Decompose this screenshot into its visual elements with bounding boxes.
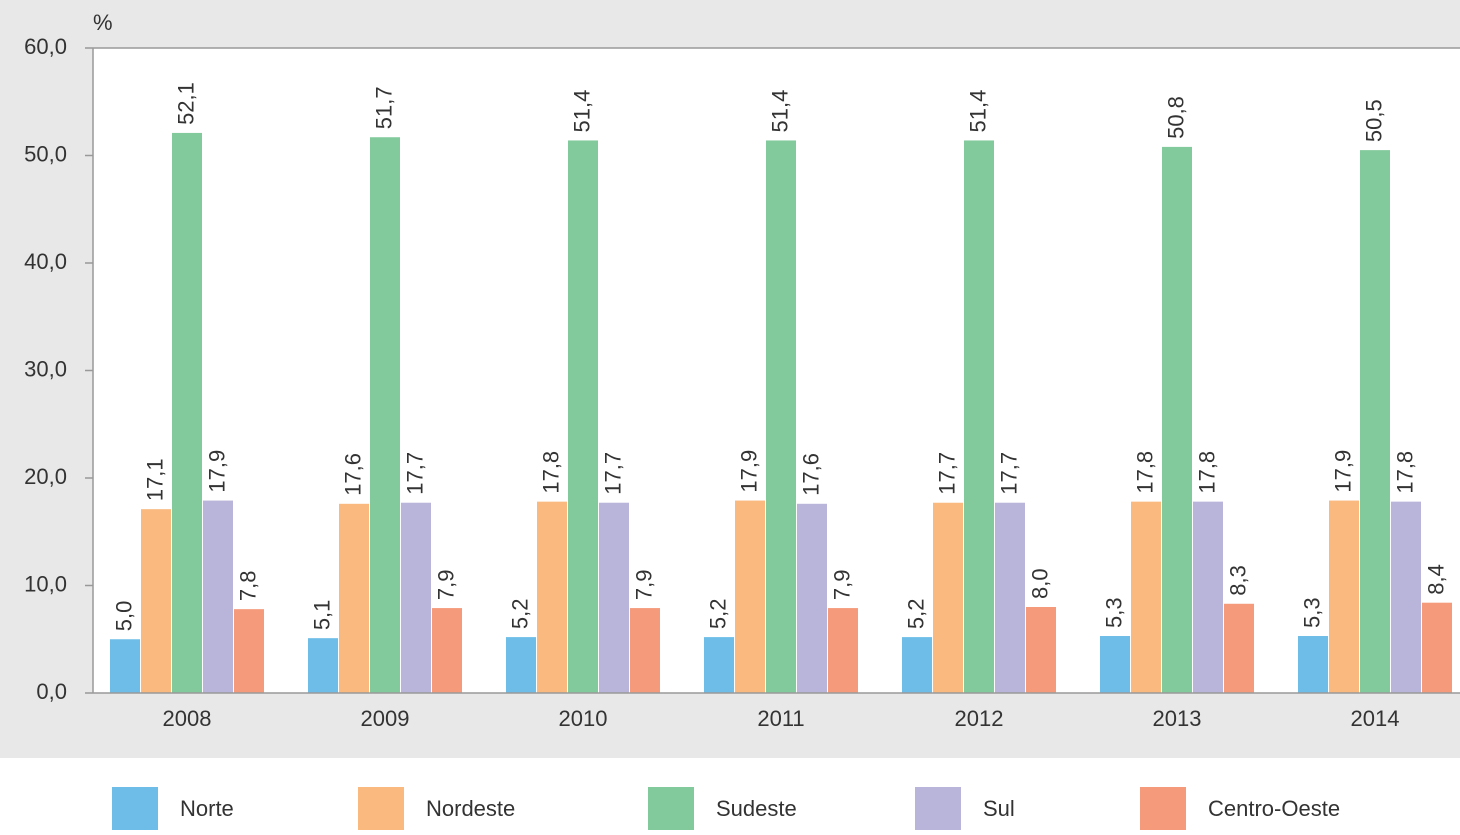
value-label: 5,3 — [1101, 597, 1126, 628]
x-tick-label: 2014 — [1351, 706, 1400, 731]
value-label: 51,4 — [767, 90, 792, 133]
bar — [432, 608, 462, 693]
y-tick-label: 10,0 — [24, 571, 67, 596]
value-label: 8,4 — [1423, 564, 1448, 595]
value-label: 17,8 — [538, 451, 563, 494]
bar — [630, 608, 660, 693]
bar — [933, 502, 963, 693]
value-label: 5,0 — [111, 601, 136, 632]
legend-swatch — [112, 787, 158, 830]
bar — [995, 502, 1025, 693]
legend-swatch — [358, 787, 404, 830]
y-tick-label: 40,0 — [24, 249, 67, 274]
bar — [797, 503, 827, 693]
value-label: 5,3 — [1299, 597, 1324, 628]
bar — [1391, 501, 1421, 693]
x-tick-label: 2011 — [757, 706, 804, 731]
bar — [828, 608, 858, 693]
bar — [1298, 636, 1328, 693]
value-label: 17,9 — [1330, 450, 1355, 493]
bar — [141, 509, 171, 693]
x-tick-label: 2008 — [163, 706, 212, 731]
value-label: 17,9 — [204, 450, 229, 493]
bar — [1026, 607, 1056, 693]
legend-label: Sudeste — [716, 796, 797, 821]
value-label: 7,9 — [829, 569, 854, 600]
legend-label: Norte — [180, 796, 234, 821]
bar — [1131, 501, 1161, 693]
bar — [401, 502, 431, 693]
value-label: 51,4 — [965, 90, 990, 133]
bar — [735, 500, 765, 693]
x-tick-label: 2013 — [1153, 706, 1202, 731]
value-label: 17,7 — [934, 452, 959, 495]
bar — [203, 500, 233, 693]
value-label: 5,2 — [507, 599, 532, 630]
bar — [370, 137, 400, 694]
value-label: 5,1 — [309, 600, 334, 631]
y-tick-label: 60,0 — [24, 34, 67, 59]
x-tick-label: 2010 — [559, 706, 608, 731]
bar — [1193, 501, 1223, 693]
bar — [766, 140, 796, 693]
bar — [568, 140, 598, 693]
value-label: 51,4 — [569, 90, 594, 133]
x-tick-label: 2012 — [955, 706, 1004, 731]
bar — [902, 637, 932, 693]
bar — [599, 502, 629, 693]
bar — [1100, 636, 1130, 693]
value-label: 5,2 — [903, 599, 928, 630]
value-label: 5,2 — [705, 599, 730, 630]
y-tick-label: 50,0 — [24, 141, 67, 166]
legend-area — [0, 758, 1460, 830]
bar — [964, 140, 994, 693]
legend-swatch — [648, 787, 694, 830]
value-label: 51,7 — [371, 86, 396, 129]
value-label: 17,7 — [402, 452, 427, 495]
value-label: 17,8 — [1392, 451, 1417, 494]
bar — [110, 639, 140, 693]
bar — [172, 132, 202, 694]
bar — [308, 638, 338, 693]
bar — [1224, 603, 1254, 693]
legend-label: Sul — [983, 796, 1015, 821]
legend-swatch — [915, 787, 961, 830]
value-label: 17,6 — [340, 453, 365, 496]
bar — [1422, 602, 1452, 693]
x-tick-label: 2009 — [361, 706, 410, 731]
value-label: 17,7 — [600, 452, 625, 495]
y-tick-label: 20,0 — [24, 464, 67, 489]
y-axis-label: % — [93, 10, 113, 35]
value-label: 8,0 — [1027, 568, 1052, 599]
value-label: 17,9 — [736, 450, 761, 493]
value-label: 17,8 — [1132, 451, 1157, 494]
bar — [1329, 500, 1359, 693]
value-label: 17,8 — [1194, 451, 1219, 494]
value-label: 50,8 — [1163, 96, 1188, 139]
bar — [506, 637, 536, 693]
value-label: 52,1 — [173, 82, 198, 125]
value-label: 8,3 — [1225, 565, 1250, 596]
y-tick-label: 0,0 — [36, 679, 67, 704]
value-label: 7,8 — [235, 571, 260, 602]
y-tick-label: 30,0 — [24, 356, 67, 381]
legend-swatch — [1140, 787, 1186, 830]
bar — [1360, 150, 1390, 693]
value-label: 50,5 — [1361, 99, 1386, 142]
value-label: 7,9 — [433, 569, 458, 600]
bar — [234, 609, 264, 693]
bar — [704, 637, 734, 693]
value-label: 17,6 — [798, 453, 823, 496]
bar — [1162, 146, 1192, 693]
bar — [339, 503, 369, 693]
value-label: 17,1 — [142, 458, 167, 501]
bar — [537, 501, 567, 693]
value-label: 7,9 — [631, 569, 656, 600]
legend-label: Centro-Oeste — [1208, 796, 1340, 821]
legend-label: Nordeste — [426, 796, 515, 821]
value-label: 17,7 — [996, 452, 1021, 495]
